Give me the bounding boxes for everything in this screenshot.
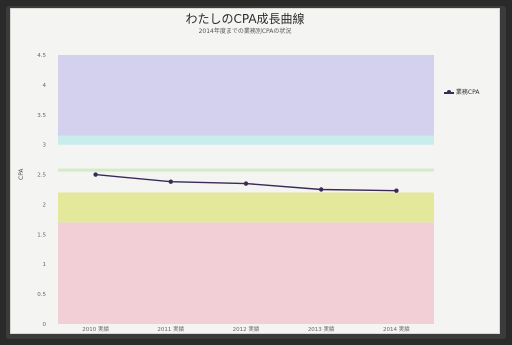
chart-subtitle: 2014年度までの業務別CPAの状況 — [198, 28, 292, 35]
chart-title: わたしのCPA成長曲線 — [185, 12, 305, 26]
x-tick-label: 2010 実績 — [82, 325, 109, 333]
band-4 — [58, 55, 434, 136]
y-tick-label: 1 — [43, 262, 47, 268]
x-tick-label: 2012 実績 — [233, 325, 260, 333]
y-tick-label: 4.5 — [37, 53, 46, 59]
y-tick-label: 2 — [43, 202, 47, 208]
data-point — [319, 187, 324, 192]
y-tick-label: 0 — [43, 322, 47, 328]
legend-series-label: 業務CPA — [455, 89, 480, 96]
x-tick-label: 2014 実績 — [383, 325, 410, 333]
data-point — [243, 181, 249, 186]
y-tick-label: 0.5 — [37, 292, 46, 298]
legend-line-marker — [444, 90, 454, 94]
data-point — [394, 188, 399, 193]
y-tick-label: 1.5 — [37, 232, 46, 238]
band-0 — [58, 222, 434, 324]
y-tick-label: 3 — [43, 143, 47, 149]
x-tick-label: 2013 実績 — [308, 325, 335, 333]
legend: 業務CPA — [444, 87, 479, 96]
y-tick-label: 4 — [43, 83, 47, 89]
data-point — [168, 179, 173, 184]
band-1 — [58, 192, 434, 223]
y-tick-label: 3.5 — [37, 113, 46, 119]
band-3 — [58, 135, 434, 145]
x-tick-label: 2011 実績 — [157, 325, 184, 333]
y-tick-label: 2.5 — [37, 173, 46, 179]
band-2 — [58, 168, 434, 172]
data-point — [93, 172, 98, 177]
